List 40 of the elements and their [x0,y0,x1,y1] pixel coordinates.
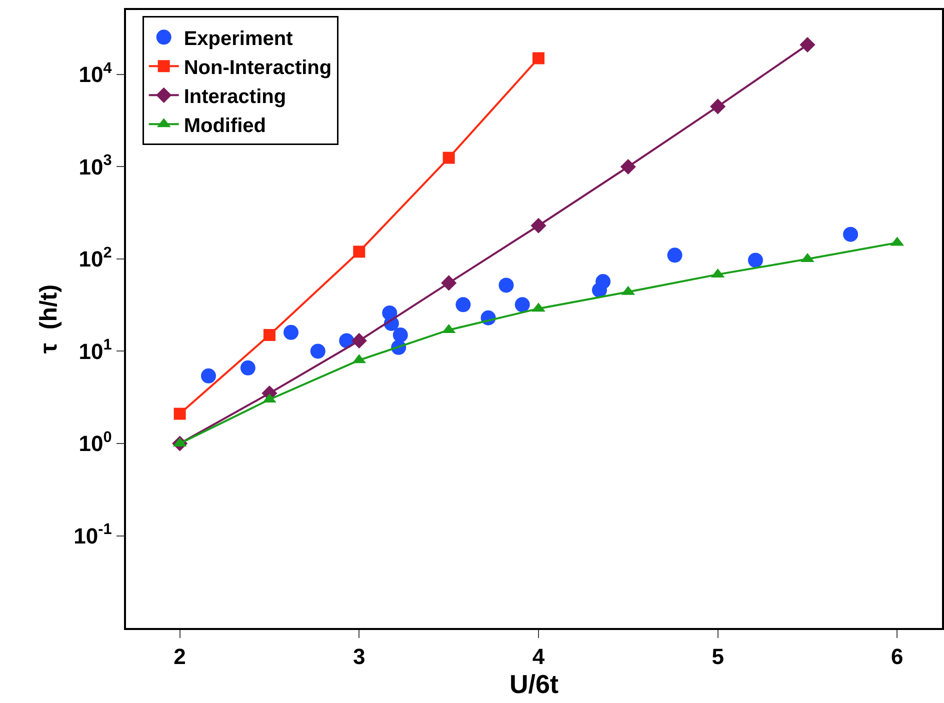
point [283,324,298,340]
y-tick-label: 10$^{4}$ [78,60,112,88]
point [441,275,457,291]
point [843,226,858,242]
y-tick-label: 10$^{3}$ [78,152,112,180]
legend-label: Modified [184,114,266,137]
y-tick-label: 10$^{-1}$ [74,521,112,548]
point [240,360,256,376]
point [620,158,636,175]
legend-label: Interacting [184,86,286,108]
x-tick-label: 2 [174,644,186,670]
point [532,52,544,64]
point [456,297,471,312]
point [514,297,530,312]
legend-label: Experiment [184,28,294,50]
y-tick-label: 10$^{0}$ [78,428,112,456]
x-tick-label: 4 [532,644,546,670]
point [263,329,276,341]
point [800,36,816,53]
point [498,278,514,293]
y-tick-label: 10$^{1}$ [78,336,112,364]
x-axis-title: U/6t [509,669,559,700]
x-tick-label: 6 [891,644,904,670]
point [667,248,682,263]
point [442,152,455,164]
x-tick-label: 3 [353,644,366,670]
point [530,218,546,234]
point [596,274,611,290]
y-tick-label: 10$^{2}$ [78,244,112,272]
point [353,246,366,258]
y-axis-title: τ (h/t) [35,284,62,354]
point [748,252,763,268]
x-tick-label: 5 [712,644,724,670]
point [392,328,408,342]
point [710,98,726,114]
legend-label: Non-Interacting [184,56,332,79]
point [174,408,186,420]
point [310,344,326,359]
point [351,332,367,349]
point [201,368,216,384]
